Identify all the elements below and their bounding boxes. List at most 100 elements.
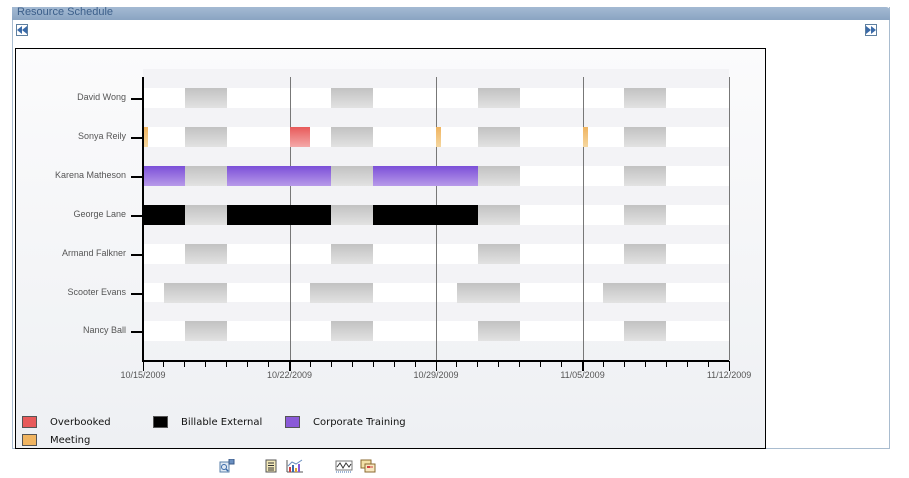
gantt-chart: David Wong Sonya Reily Karena Matheson Geor…	[15, 48, 766, 449]
x-minor-tick	[268, 361, 270, 367]
weekend-bar[interactable]	[624, 321, 667, 341]
x-minor-tick	[163, 361, 165, 367]
weekend-bar[interactable]	[331, 205, 374, 225]
weekend-bar[interactable]	[477, 127, 520, 147]
weekend-bar[interactable]	[603, 283, 667, 303]
y-axis	[142, 77, 144, 360]
resource-label: Nancy Ball	[82, 325, 126, 335]
y-tick	[131, 254, 142, 256]
weekend-bar[interactable]	[331, 321, 374, 341]
legend-swatch-billable	[153, 416, 168, 428]
x-minor-tick	[623, 361, 625, 367]
weekend-bar[interactable]	[331, 244, 374, 264]
weekend-bar[interactable]	[456, 283, 520, 303]
weekend-bar[interactable]	[331, 166, 374, 186]
weekend-bar[interactable]	[624, 205, 667, 225]
zoom-save-icon[interactable]	[219, 458, 235, 473]
panel-header: Resource Schedule	[12, 6, 890, 20]
resource-label: David Wong	[77, 92, 126, 102]
weekend-bar[interactable]	[184, 205, 227, 225]
legend-label: Overbooked	[50, 416, 111, 428]
weekend-bar[interactable]	[477, 244, 520, 264]
weekend-bar[interactable]	[624, 244, 667, 264]
x-minor-tick	[686, 361, 688, 367]
training-bar[interactable]	[226, 166, 332, 186]
x-major-tick	[728, 361, 731, 371]
x-axis-label: 10/15/2009	[120, 370, 166, 380]
legend-corporate-training: Corporate Training	[285, 416, 406, 428]
x-minor-tick	[372, 361, 374, 367]
meeting-bar[interactable]	[436, 127, 442, 147]
weekend-bar[interactable]	[184, 244, 227, 264]
legend-meeting: Meeting	[22, 434, 90, 446]
x-axis-label: 10/29/2009	[413, 370, 459, 380]
resource-label: Sonya Reily	[77, 131, 126, 141]
legend-toggle-icon[interactable]	[360, 458, 376, 473]
next-period-button[interactable]	[865, 24, 877, 36]
weekend-bar[interactable]	[331, 127, 374, 147]
previous-period-button[interactable]	[16, 24, 28, 36]
weekend-bar[interactable]	[624, 127, 667, 147]
resource-label: Scooter Evans	[67, 287, 126, 297]
overbooked-bar[interactable]	[289, 127, 311, 147]
x-minor-tick	[707, 361, 709, 367]
x-axis-label: 11/12/2009	[706, 370, 752, 380]
legend-label: Meeting	[50, 434, 91, 446]
chart-type-icon[interactable]	[286, 458, 303, 473]
x-minor-tick	[414, 361, 416, 367]
x-major-tick	[289, 361, 291, 371]
x-minor-tick	[456, 361, 458, 367]
x-minor-tick	[393, 361, 395, 367]
y-tick	[131, 98, 142, 100]
weekend-bar[interactable]	[477, 88, 520, 108]
x-minor-tick	[205, 361, 207, 367]
x-minor-tick	[561, 361, 563, 367]
x-minor-tick	[519, 361, 521, 367]
weekend-bar[interactable]	[331, 88, 374, 108]
billable-bar[interactable]	[143, 205, 185, 225]
weekend-bar[interactable]	[477, 205, 520, 225]
weekend-bar[interactable]	[477, 321, 520, 341]
vertical-gridline	[729, 77, 731, 360]
y-tick	[131, 137, 142, 139]
meeting-bar[interactable]	[582, 127, 588, 147]
x-minor-tick	[498, 361, 500, 367]
resource-label: Armand Falkner	[61, 248, 126, 258]
x-minor-tick	[351, 361, 353, 367]
weekend-bar[interactable]	[184, 321, 227, 341]
x-major-tick	[435, 361, 438, 371]
x-minor-tick	[330, 361, 332, 367]
x-minor-tick	[309, 361, 311, 367]
weekend-bar[interactable]	[624, 166, 667, 186]
x-axis-label: 10/22/2009	[266, 370, 313, 380]
weekend-bar[interactable]	[184, 127, 227, 147]
meeting-bar[interactable]	[143, 127, 149, 147]
weekend-bar[interactable]	[624, 88, 667, 108]
double-chevron-left-icon	[17, 26, 27, 34]
line-chart-icon[interactable]	[335, 458, 353, 473]
legend-label: Corporate Training	[313, 416, 406, 428]
panel-title: Resource Schedule	[17, 6, 114, 18]
weekend-bar[interactable]	[184, 166, 227, 186]
vertical-gridline	[582, 77, 584, 360]
training-bar[interactable]	[373, 166, 478, 186]
billable-bar[interactable]	[226, 205, 332, 225]
x-axis	[142, 360, 729, 362]
x-major-tick	[582, 361, 584, 371]
x-minor-tick	[184, 361, 186, 367]
weekend-bar[interactable]	[184, 88, 227, 108]
double-chevron-right-icon	[866, 26, 876, 34]
data-table-icon[interactable]	[264, 458, 280, 473]
y-tick	[131, 293, 142, 295]
legend-label: Billable External	[181, 416, 263, 428]
resource-label: George Lane	[73, 209, 126, 219]
weekend-bar[interactable]	[310, 283, 374, 303]
billable-bar[interactable]	[373, 205, 478, 225]
weekend-bar[interactable]	[477, 166, 520, 186]
legend-swatch-overbooked	[22, 416, 37, 428]
x-major-tick	[142, 361, 144, 371]
weekend-bar[interactable]	[163, 283, 227, 303]
legend-swatch-training	[285, 416, 300, 428]
x-minor-tick	[665, 361, 667, 367]
training-bar[interactable]	[143, 166, 185, 186]
